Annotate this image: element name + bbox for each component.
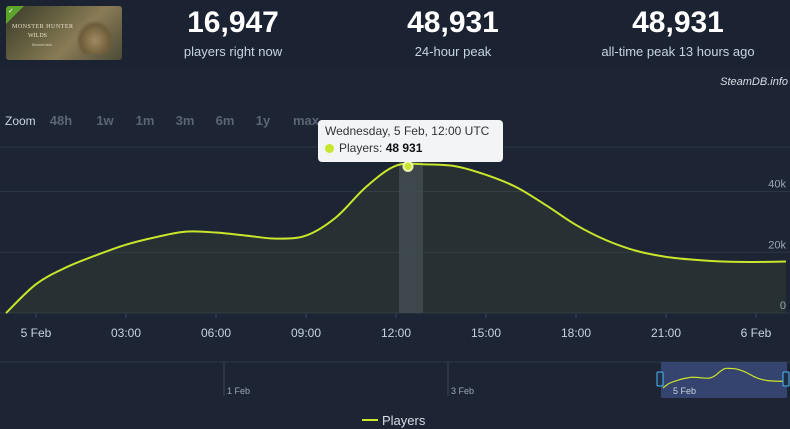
stat-value: 16,947	[187, 6, 279, 39]
hover-point-marker	[402, 160, 414, 172]
steamdb-watermark[interactable]: SteamDB.info	[720, 76, 788, 88]
x-tick-label: 12:00	[381, 326, 411, 340]
zoom-max-button[interactable]: max	[292, 113, 320, 128]
stat-24h-peak: 48,931 24-hour peak	[380, 6, 526, 59]
x-tick-label: 18:00	[561, 326, 591, 340]
tooltip-date: Wednesday, 5 Feb, 12:00 UTC	[325, 124, 490, 138]
x-tick-label: 09:00	[291, 326, 321, 340]
tooltip-value: 48 931	[385, 141, 423, 155]
y-tick-label: 40k	[768, 179, 786, 191]
stat-all-time-peak: 48,931 all-time peak 13 hours ago	[590, 6, 766, 59]
y-tick-label: 20k	[768, 239, 786, 251]
chart-tooltip: Wednesday, 5 Feb, 12:00 UTC Players: 48 …	[318, 120, 503, 162]
badge-icon: ✓	[8, 8, 14, 15]
stat-value: 48,931	[632, 6, 724, 39]
y-axis-ticks: 0 20k 40k	[768, 179, 786, 312]
navigator-right-handle	[782, 371, 790, 387]
zoom-3m-button[interactable]: 3m	[175, 113, 195, 128]
tooltip-value-row: Players: 48 931	[325, 141, 422, 155]
x-tick-label: 15:00	[471, 326, 501, 340]
series-line-players	[5, 162, 787, 314]
zoom-1m-button[interactable]: 1m	[135, 113, 155, 128]
series-area-players	[6, 163, 786, 313]
navigator-label-2: 3 Feb	[451, 386, 474, 396]
player-count-chart[interactable]: 0 20k 40k 5 Feb 03:00 06:00 09:00 12:00 15:00 18…	[0, 140, 790, 410]
stat-label: all-time peak 13 hours ago	[601, 44, 755, 59]
stat-label: 24-hour peak	[414, 44, 492, 59]
chart-legend[interactable]: Players	[362, 413, 425, 428]
x-tick-label: 06:00	[201, 326, 231, 340]
x-tick-label: 21:00	[651, 326, 681, 340]
cover-line-2: WILDS	[28, 33, 47, 39]
tooltip-series-label: Players:	[339, 141, 383, 155]
zoom-1y-button[interactable]: 1y	[255, 113, 271, 128]
navigator-label-3: 5 Feb	[673, 386, 696, 396]
x-tick-label: 03:00	[111, 326, 141, 340]
cover-line-1: MONSTER HUNTER	[12, 24, 74, 30]
zoom-6m-button[interactable]: 6m	[215, 113, 235, 128]
owned-badge	[6, 6, 24, 24]
legend-line-icon	[362, 419, 378, 421]
cover-art-monster	[76, 20, 114, 54]
zoom-48h-button[interactable]: 48h	[49, 113, 73, 128]
y-tick-label: 0	[780, 300, 786, 312]
stats-header: ✓ MONSTER HUNTER WILDS Benchmark 16,947 …	[0, 0, 790, 70]
x-tick-label: 5 Feb	[21, 326, 52, 340]
stat-label: players right now	[183, 44, 283, 59]
navigator-label-1: 1 Feb	[227, 386, 250, 396]
navigator-series-line	[662, 367, 788, 389]
x-tick-label: 6 Feb	[741, 326, 772, 340]
legend-label: Players	[382, 413, 426, 428]
cover-line-3: Benchmark	[32, 42, 53, 47]
navigator-left-handle	[656, 371, 664, 387]
zoom-1w-button[interactable]: 1w	[96, 113, 114, 128]
x-axis-ticks: 5 Feb 03:00 06:00 09:00 12:00 15:00 18:00 21:00…	[21, 313, 772, 340]
stat-value: 48,931	[407, 6, 499, 39]
zoom-label: Zoom	[5, 114, 36, 128]
navigator-panel: 1 Feb 3 Feb 5 Feb	[0, 361, 790, 398]
game-cover[interactable]: ✓ MONSTER HUNTER WILDS Benchmark	[6, 6, 122, 60]
series-dot-icon	[325, 144, 334, 153]
stat-current-players: 16,947 players right now	[160, 6, 306, 59]
chart-grid	[0, 146, 790, 314]
